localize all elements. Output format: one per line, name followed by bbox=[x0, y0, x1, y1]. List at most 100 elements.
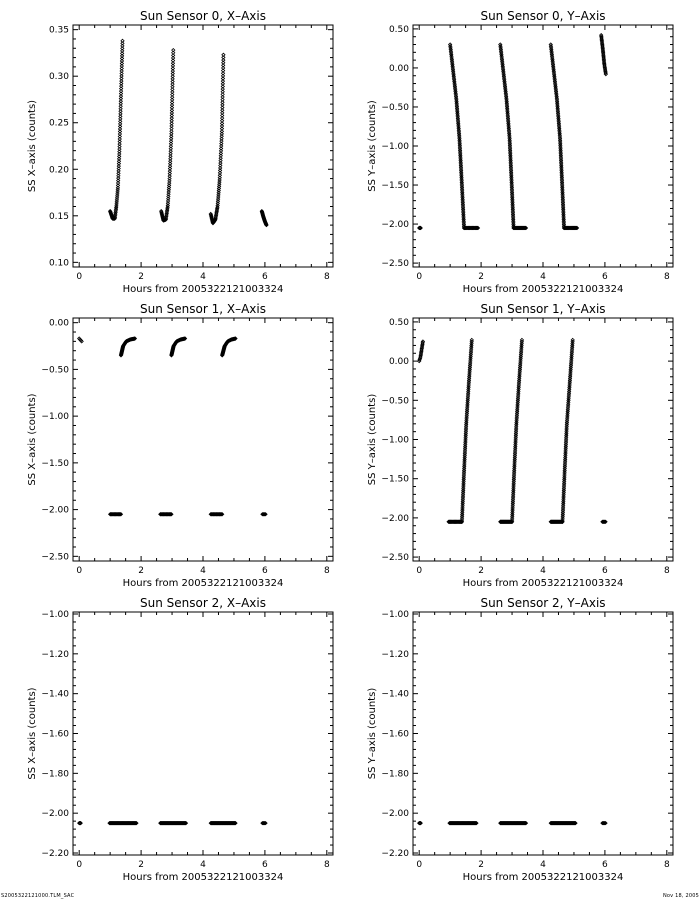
data-point bbox=[117, 154, 122, 159]
data-point bbox=[119, 73, 124, 79]
data-point bbox=[567, 387, 572, 392]
data-point bbox=[459, 519, 465, 524]
data-point bbox=[220, 76, 226, 81]
data-point bbox=[601, 519, 607, 524]
data-point bbox=[168, 141, 174, 146]
data-point bbox=[513, 435, 518, 440]
data-point bbox=[512, 466, 517, 471]
data-point bbox=[512, 462, 517, 468]
data-point bbox=[119, 81, 124, 86]
data-point bbox=[523, 225, 529, 231]
data-point bbox=[567, 380, 572, 385]
data-point bbox=[513, 431, 519, 436]
y-tick-label: −1.00 bbox=[381, 142, 409, 152]
y-tick-label: −1.40 bbox=[41, 690, 69, 700]
series-points bbox=[77, 820, 268, 826]
data-point bbox=[563, 442, 569, 447]
data-point bbox=[114, 201, 119, 207]
data-point bbox=[220, 110, 225, 116]
data-point bbox=[463, 436, 468, 442]
data-point bbox=[460, 492, 466, 497]
data-point bbox=[511, 481, 516, 486]
y-tick-label: 0.50 bbox=[389, 318, 409, 328]
data-point bbox=[601, 820, 607, 826]
data-point bbox=[566, 394, 571, 400]
data-point bbox=[120, 48, 125, 54]
data-point bbox=[515, 398, 521, 403]
data-point bbox=[215, 201, 220, 206]
data-point bbox=[115, 193, 120, 199]
data-point bbox=[220, 79, 226, 84]
data-point bbox=[166, 192, 171, 197]
data-point bbox=[467, 363, 473, 368]
data-point bbox=[568, 370, 573, 376]
data-point bbox=[561, 501, 566, 506]
data-point bbox=[159, 212, 165, 217]
data-point bbox=[469, 337, 474, 343]
data-point bbox=[167, 161, 173, 166]
y-tick-label: −2.00 bbox=[381, 220, 409, 230]
data-point bbox=[169, 121, 174, 126]
data-point bbox=[512, 451, 518, 456]
data-point bbox=[603, 70, 608, 76]
data-point bbox=[510, 508, 515, 513]
data-point bbox=[519, 345, 524, 350]
y-tick-label: −1.00 bbox=[41, 610, 69, 620]
data-point bbox=[169, 108, 175, 113]
data-point bbox=[560, 506, 566, 512]
data-point bbox=[460, 510, 465, 515]
data-point bbox=[169, 118, 174, 123]
data-point bbox=[565, 414, 570, 420]
data-point bbox=[565, 413, 570, 418]
data-point bbox=[564, 433, 569, 438]
data-point bbox=[219, 143, 224, 149]
series-points bbox=[77, 336, 268, 517]
data-point bbox=[119, 63, 124, 69]
data-point bbox=[465, 400, 470, 405]
data-point bbox=[118, 106, 123, 111]
data-point bbox=[515, 396, 521, 401]
data-point bbox=[511, 477, 517, 482]
data-point bbox=[119, 58, 125, 64]
data-point bbox=[459, 514, 465, 519]
data-point bbox=[514, 418, 519, 423]
data-point bbox=[518, 363, 523, 368]
data-point bbox=[462, 446, 468, 451]
x-tick-label: 0 bbox=[416, 566, 422, 576]
y-tick-label: −2.50 bbox=[381, 259, 409, 269]
data-point bbox=[510, 493, 516, 499]
data-point bbox=[517, 368, 522, 374]
data-point bbox=[568, 365, 573, 370]
chart-title: Sun Sensor 0, Y–Axis bbox=[480, 9, 605, 23]
data-point bbox=[564, 429, 569, 434]
data-point bbox=[220, 512, 225, 517]
data-point bbox=[518, 361, 523, 366]
data-point bbox=[468, 350, 474, 355]
data-point bbox=[120, 46, 125, 51]
y-axis-label: SS X–axis (counts) bbox=[27, 393, 38, 485]
data-point bbox=[567, 385, 572, 390]
data-point bbox=[221, 60, 226, 65]
data-point bbox=[115, 191, 120, 197]
y-axis-label: SS Y–axis (counts) bbox=[367, 100, 378, 192]
data-point bbox=[570, 341, 575, 346]
data-point bbox=[216, 192, 221, 197]
y-tick-label: −1.00 bbox=[381, 436, 409, 446]
data-point bbox=[220, 84, 225, 89]
data-point bbox=[519, 341, 524, 346]
data-point bbox=[562, 471, 567, 477]
data-point bbox=[117, 151, 122, 157]
data-point bbox=[218, 160, 223, 166]
data-point bbox=[569, 359, 574, 365]
x-tick-label: 2 bbox=[138, 566, 144, 576]
data-point bbox=[118, 512, 124, 517]
y-tick-label: −1.00 bbox=[41, 412, 69, 422]
data-point bbox=[118, 91, 124, 96]
y-tick-label: −1.20 bbox=[41, 650, 69, 660]
data-point bbox=[516, 392, 521, 398]
data-point bbox=[219, 131, 224, 136]
data-point bbox=[220, 113, 225, 118]
data-point bbox=[116, 168, 121, 174]
data-point bbox=[468, 359, 473, 365]
data-point bbox=[462, 451, 468, 456]
